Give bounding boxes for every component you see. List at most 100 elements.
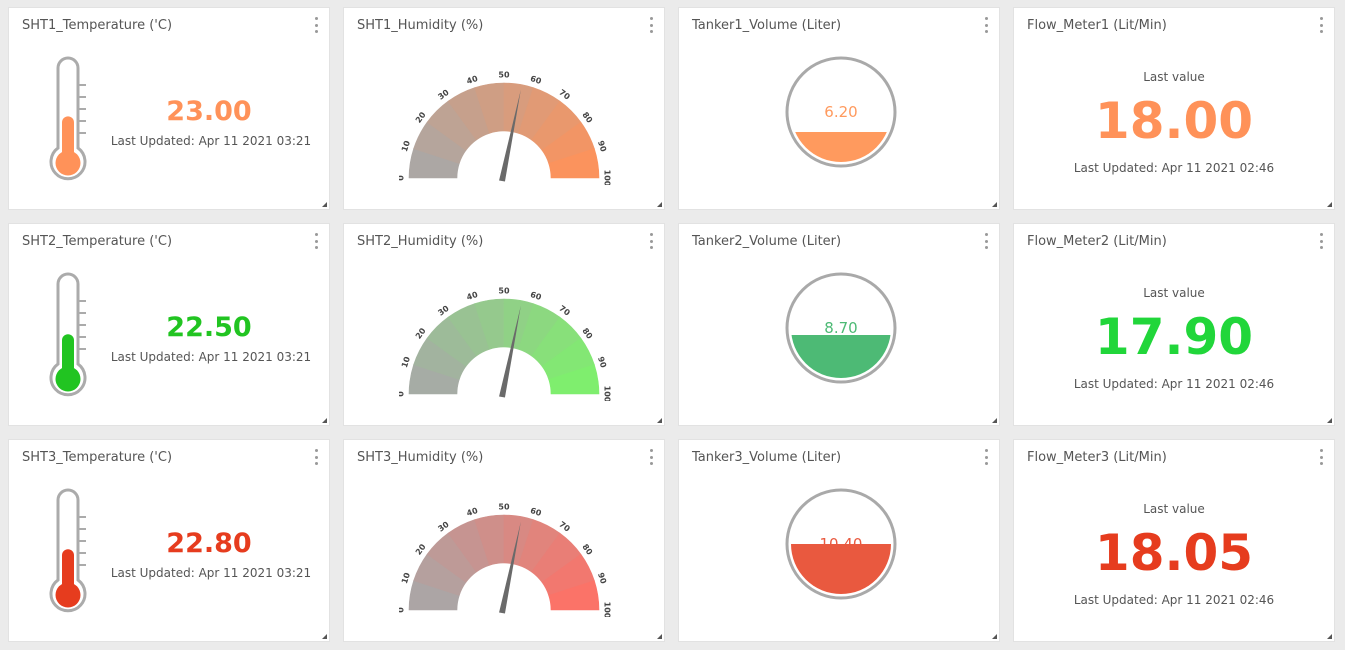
widget-menu-icon[interactable] <box>648 233 654 249</box>
gauge-tick-label: 80 <box>580 542 594 557</box>
widget-menu-icon[interactable] <box>983 17 989 33</box>
gauge-tick-label: 30 <box>436 520 451 534</box>
thermometer-bulb <box>55 582 81 608</box>
gauge-tick-label: 40 <box>466 290 480 302</box>
widget-sht3-temperature: SHT3_Temperature ('C) 22.80 Last Updated… <box>8 439 330 642</box>
widget-title: SHT1_Temperature ('C) <box>22 18 173 33</box>
gauge-tick-label: 20 <box>414 542 428 557</box>
resize-handle-icon[interactable] <box>992 418 997 423</box>
widget-menu-icon[interactable] <box>648 449 654 465</box>
gauge-tick-label: 50 <box>498 503 510 512</box>
flow-value: 17.90 <box>1094 308 1254 366</box>
gauge-tick-label: 10 <box>400 355 412 369</box>
resize-handle-icon[interactable] <box>1327 202 1332 207</box>
gauge-needle <box>499 521 521 614</box>
widget-menu-icon[interactable] <box>983 233 989 249</box>
gauge-segment <box>548 148 600 179</box>
widget-sht2-temperature: SHT2_Temperature ('C) 22.50 Last Updated… <box>8 223 330 426</box>
widget-title: Flow_Meter3 (Lit/Min) <box>1027 450 1167 465</box>
widget-flow-meter2: Flow_Meter2 (Lit/Min) Last value 17.90 L… <box>1013 223 1335 426</box>
gauge-tick-label: 90 <box>596 572 608 586</box>
widget-menu-icon[interactable] <box>983 449 989 465</box>
gauge-needle <box>499 305 521 398</box>
tank-value: 10.40 <box>820 535 863 553</box>
flow-updated: Last Updated: Apr 11 2021 02:46 <box>1073 377 1275 391</box>
gauge-tick-label: 30 <box>436 304 451 318</box>
resize-handle-icon[interactable] <box>1327 634 1332 639</box>
widget-tanker2-volume: Tanker2_Volume (Liter) 8.70 <box>678 223 1000 426</box>
thermometer-bulb <box>55 366 81 392</box>
temperature-updated: Last Updated: Apr 11 2021 03:21 <box>110 134 312 148</box>
widget-sht1-temperature: SHT1_Temperature ('C) 23.00 Last Updated… <box>8 7 330 210</box>
thermometer-icon <box>49 488 87 613</box>
gauge-tick-label: 40 <box>466 74 480 86</box>
flow-value: 18.00 <box>1094 92 1254 150</box>
gauge-tick-label: 40 <box>466 506 480 518</box>
flow-updated: Last Updated: Apr 11 2021 02:46 <box>1073 593 1275 607</box>
resize-handle-icon[interactable] <box>657 418 662 423</box>
gauge-tick-label: 30 <box>436 88 451 102</box>
widget-menu-icon[interactable] <box>313 17 319 33</box>
widget-menu-icon[interactable] <box>1318 233 1324 249</box>
thermometer-icon <box>49 272 87 397</box>
resize-handle-icon[interactable] <box>322 634 327 639</box>
resize-handle-icon[interactable] <box>657 202 662 207</box>
resize-handle-icon[interactable] <box>992 202 997 207</box>
gauge-tick-label: 20 <box>414 110 428 125</box>
gauge-tick-label: 0 <box>399 175 406 181</box>
widget-tanker1-volume: Tanker1_Volume (Liter) 6.20 <box>678 7 1000 210</box>
widget-title: SHT1_Humidity (%) <box>357 18 484 33</box>
gauge-tick-label: 20 <box>414 326 428 341</box>
last-value-label: Last value <box>1143 286 1205 300</box>
tank-level-gauge: 6.20 <box>785 56 897 168</box>
widget-menu-icon[interactable] <box>648 17 654 33</box>
tank-value: 8.70 <box>824 319 857 337</box>
gauge-tick-label: 90 <box>596 140 608 154</box>
flow-value: 18.05 <box>1094 524 1254 582</box>
widget-title: Flow_Meter1 (Lit/Min) <box>1027 18 1167 33</box>
gauge-tick-label: 100 <box>603 170 612 185</box>
temperature-updated: Last Updated: Apr 11 2021 03:21 <box>110 350 312 364</box>
widget-title: SHT2_Temperature ('C) <box>22 234 173 249</box>
widget-menu-icon[interactable] <box>1318 17 1324 33</box>
widget-title: Flow_Meter2 (Lit/Min) <box>1027 234 1167 249</box>
last-value-label: Last value <box>1143 502 1205 516</box>
resize-handle-icon[interactable] <box>657 634 662 639</box>
widget-menu-icon[interactable] <box>313 233 319 249</box>
gauge-tick-label: 70 <box>557 88 572 102</box>
resize-handle-icon[interactable] <box>322 202 327 207</box>
widget-menu-icon[interactable] <box>1318 449 1324 465</box>
temperature-updated: Last Updated: Apr 11 2021 03:21 <box>110 566 312 580</box>
thermometer-bulb <box>55 150 81 176</box>
widget-tanker3-volume: Tanker3_Volume (Liter) 10.40 <box>678 439 1000 642</box>
tank-level-gauge: 10.40 <box>785 488 897 600</box>
widget-title: SHT2_Humidity (%) <box>357 234 484 249</box>
last-value-label: Last value <box>1143 70 1205 84</box>
gauge-tick-label: 80 <box>580 110 594 125</box>
gauge-tick-label: 90 <box>596 356 608 370</box>
widget-flow-meter3: Flow_Meter3 (Lit/Min) Last value 18.05 L… <box>1013 439 1335 642</box>
gauge-tick-label: 60 <box>529 74 543 86</box>
gauge-tick-label: 70 <box>557 304 572 318</box>
widget-title: SHT3_Humidity (%) <box>357 450 484 465</box>
resize-handle-icon[interactable] <box>992 634 997 639</box>
widget-title: Tanker1_Volume (Liter) <box>692 18 842 33</box>
gauge-segment <box>548 364 600 395</box>
gauge-tick-label: 60 <box>529 290 543 302</box>
tank-value: 6.20 <box>824 103 857 121</box>
resize-handle-icon[interactable] <box>322 418 327 423</box>
gauge-tick-label: 100 <box>603 386 612 401</box>
gauge-segment <box>548 580 600 611</box>
gauge-needle <box>499 89 521 182</box>
widget-title: Tanker2_Volume (Liter) <box>692 234 842 249</box>
thermometer-icon <box>49 56 87 181</box>
widget-menu-icon[interactable] <box>313 449 319 465</box>
gauge-tick-label: 10 <box>400 571 412 585</box>
resize-handle-icon[interactable] <box>1327 418 1332 423</box>
